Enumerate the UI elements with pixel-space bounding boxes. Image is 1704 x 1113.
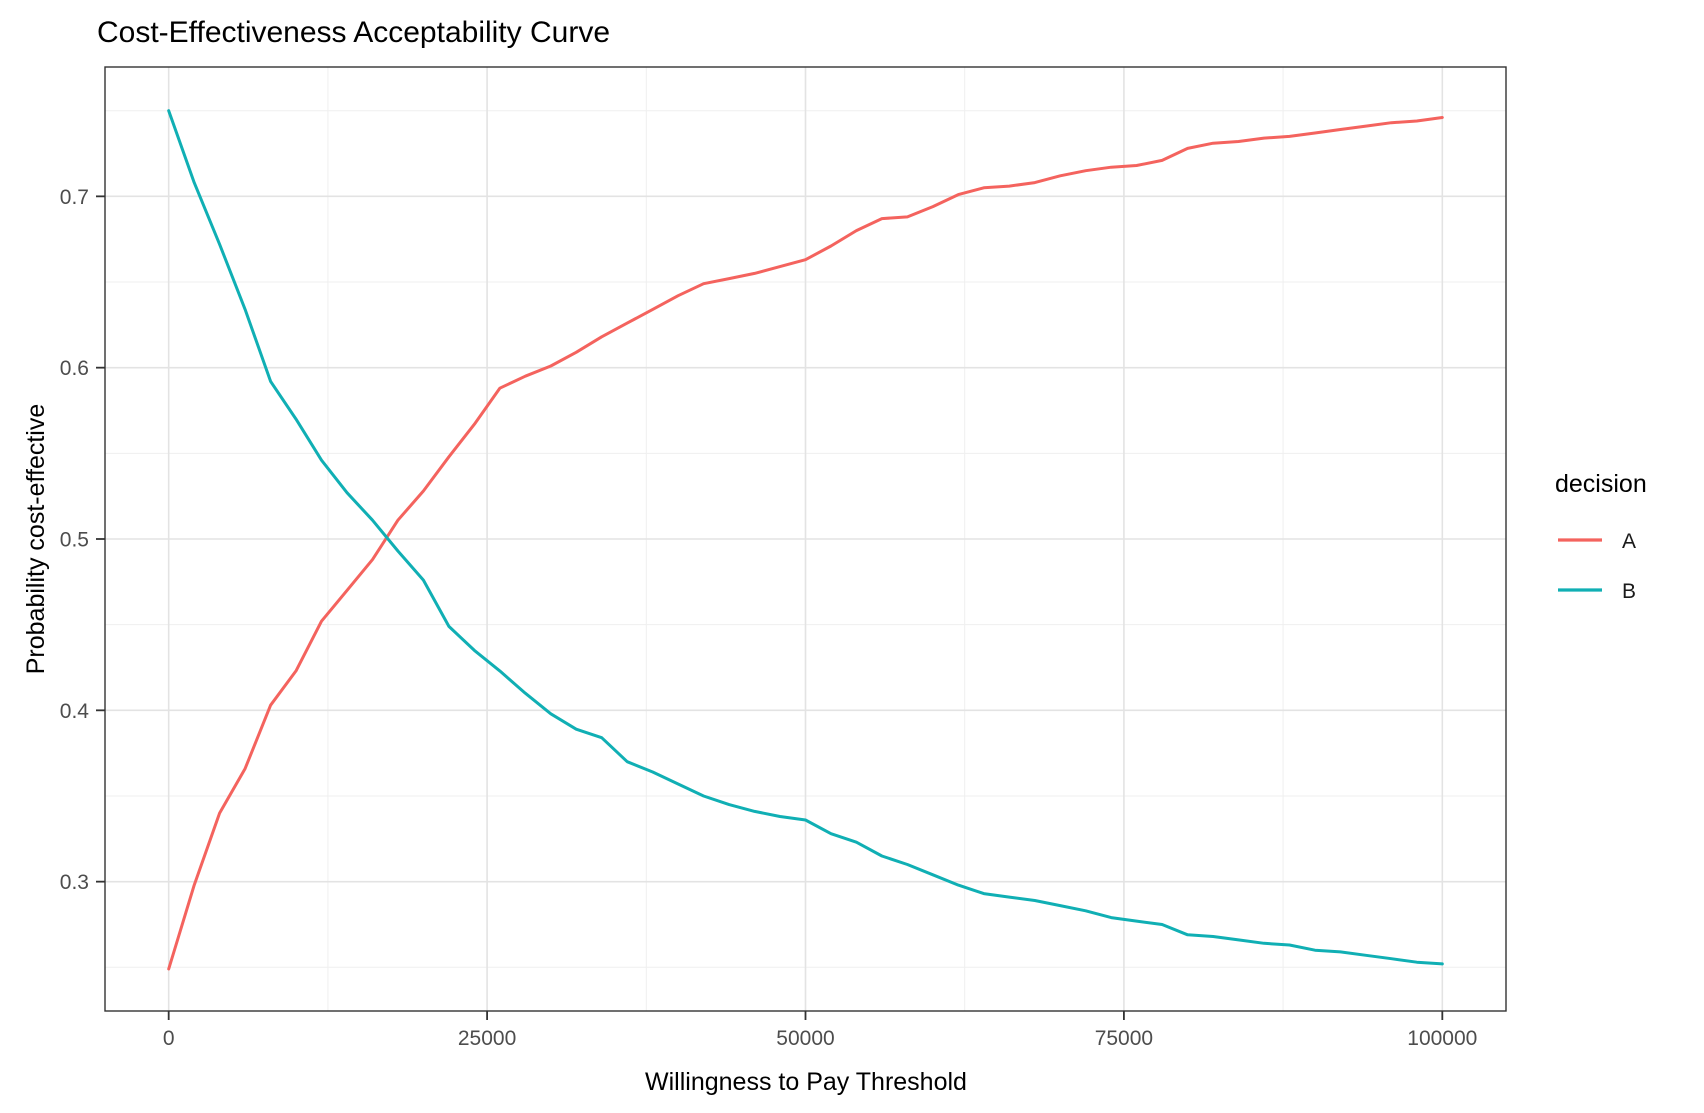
legend-title: decision xyxy=(1555,470,1647,498)
legend-label-a: A xyxy=(1622,530,1636,553)
x-tick-label: 25000 xyxy=(458,1027,516,1050)
y-tick-label: 0.7 xyxy=(60,186,89,209)
y-tick-label: 0.4 xyxy=(60,700,90,723)
y-tick-label: 0.3 xyxy=(60,871,89,894)
y-tick-label: 0.6 xyxy=(60,357,89,380)
x-tick-label: 100000 xyxy=(1407,1027,1477,1050)
tick-layer xyxy=(96,195,1444,1020)
x-axis-title: Willingness to Pay Threshold xyxy=(645,1068,967,1096)
y-axis-title: Probability cost-effective xyxy=(22,404,50,675)
tick-label-layer: 0 25000 50000 75000 100000 0.3 0.4 0.5 0.6 0.7 xyxy=(60,186,1478,1050)
series-line-b xyxy=(167,109,1444,966)
grid-layer xyxy=(105,67,1506,1011)
legend-entry-b: B xyxy=(1558,580,1636,603)
legend-label-b: B xyxy=(1622,580,1636,603)
x-tick-label: 75000 xyxy=(1095,1027,1153,1050)
series-layer xyxy=(167,109,1444,971)
x-tick-label: 50000 xyxy=(776,1027,834,1050)
series-line-a xyxy=(167,116,1444,971)
x-tick-label: 0 xyxy=(163,1027,175,1050)
legend-entry-a: A xyxy=(1558,530,1636,553)
legend: decision A B xyxy=(1555,470,1647,603)
y-tick-label: 0.5 xyxy=(60,529,89,552)
plot-title: Cost-Effectiveness Acceptability Curve xyxy=(97,16,610,49)
